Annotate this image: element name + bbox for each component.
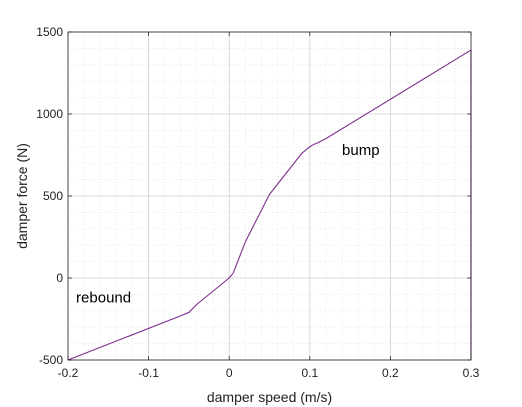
series-line — [67, 49, 472, 361]
y-tick-label: 1500 — [36, 25, 63, 39]
y-tick-labels: -500 0 500 1000 1500 — [36, 25, 63, 367]
annotation-bump: bump — [342, 142, 380, 159]
y-tick-label: -500 — [39, 353, 63, 367]
y-tick-label: 500 — [43, 189, 63, 203]
x-tick-labels: -0.2 -0.1 0 0.1 0.2 0.3 — [58, 366, 480, 380]
minor-grid — [68, 32, 471, 360]
axis-ticks — [67, 31, 472, 361]
y-axis-label: damper force (N) — [14, 143, 30, 249]
x-tick-label: 0.2 — [382, 366, 399, 380]
x-tick-label: 0.3 — [463, 366, 480, 380]
x-tick-label: 0.1 — [301, 366, 318, 380]
x-tick-label: -0.1 — [138, 366, 159, 380]
x-tick-label: -0.2 — [58, 366, 79, 380]
annotation-rebound: rebound — [76, 290, 131, 307]
annotations: bump rebound — [76, 142, 380, 307]
y-tick-label: 1000 — [36, 107, 63, 121]
x-tick-label: 0 — [226, 366, 233, 380]
y-tick-label: 0 — [56, 271, 63, 285]
series-layer — [67, 49, 472, 361]
x-axis-label: damper speed (m/s) — [207, 389, 332, 405]
